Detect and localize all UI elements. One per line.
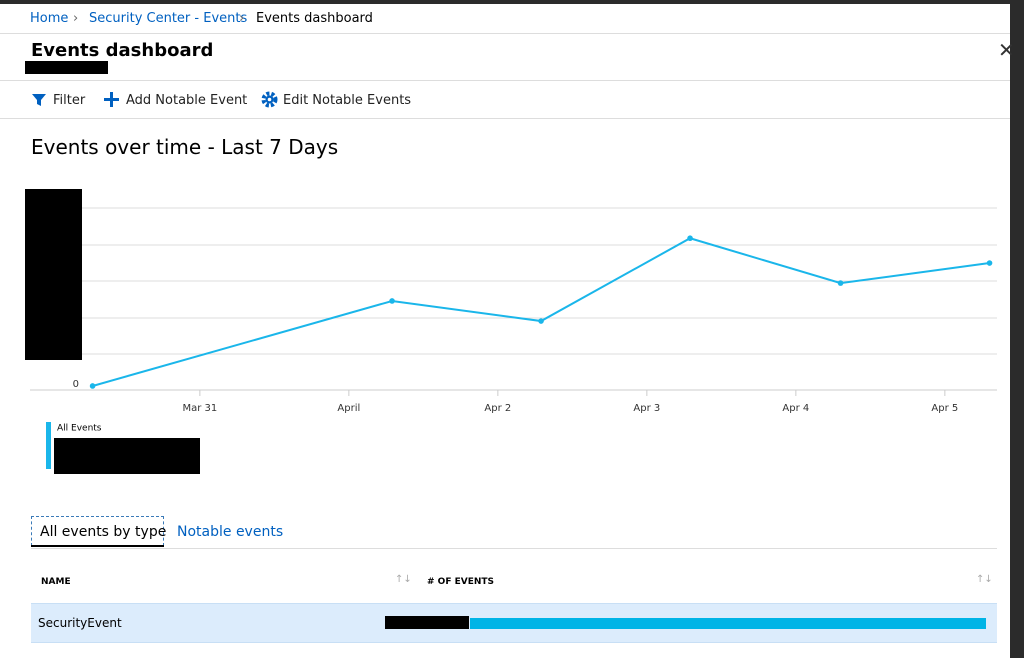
series-line: [92, 237, 990, 387]
toolbar-button[interactable]: Edit Notable Events: [283, 93, 412, 108]
sort-icon[interactable]: ↑↓: [395, 574, 412, 585]
add-icon: [104, 92, 119, 107]
x-tick-label: April: [337, 403, 360, 414]
tab-active[interactable]: All events by type: [40, 524, 167, 540]
x-tick-label: Apr 5: [931, 403, 958, 414]
breadcrumb-link[interactable]: Security Center - Events: [89, 11, 248, 26]
breadcrumb-bar: [0, 0, 1024, 34]
legend-swatch: [46, 422, 51, 469]
cell: SecurityEvent: [38, 616, 122, 630]
legend-label: All Events: [57, 424, 102, 434]
redaction: [25, 189, 82, 360]
gear-icon: [261, 91, 278, 108]
data-point: [986, 260, 993, 266]
data-point: [389, 298, 395, 304]
data-point: [837, 280, 844, 286]
separator: ›: [239, 11, 245, 26]
data-point: [538, 318, 544, 324]
x-tick-label: Apr 2: [484, 403, 511, 414]
close-button[interactable]: ✕: [998, 38, 1015, 62]
blade-title: Events dashboard: [31, 40, 214, 61]
sort-icon[interactable]: ↑↓: [976, 574, 993, 585]
x-tick-label: Apr 4: [782, 403, 809, 414]
divider: [31, 548, 997, 549]
breadcrumb-current: Events dashboard: [256, 11, 373, 26]
tab[interactable]: Notable events: [177, 524, 284, 540]
chart: All Events 0 Mar 31 April Apr 2 Apr 3 Apr 4 Ap…: [25, 189, 997, 474]
x-tick-label: Apr 3: [633, 403, 660, 414]
divider: [0, 118, 1010, 119]
window-edge-top: [0, 0, 1024, 4]
toolbar-button[interactable]: Add Notable Event: [126, 93, 248, 108]
tab-underline: [31, 545, 164, 547]
divider: [0, 80, 1010, 81]
redaction: [25, 61, 108, 74]
redaction: [54, 438, 200, 474]
breadcrumb-link[interactable]: Home: [30, 11, 69, 26]
count-bar: [470, 618, 986, 629]
toolbar-button[interactable]: Filter: [53, 93, 86, 108]
data-point: [89, 383, 96, 389]
filter-icon: [32, 94, 46, 106]
separator: ›: [73, 11, 79, 26]
x-tick-label: Mar 31: [182, 403, 217, 414]
y-tick-label: 0: [73, 379, 79, 390]
chart-title: Events over time - Last 7 Days: [31, 135, 339, 159]
redaction: [385, 616, 469, 629]
data-point: [687, 235, 693, 242]
column-header[interactable]: # OF EVENTS: [427, 577, 495, 587]
column-header[interactable]: NAME: [41, 577, 71, 587]
window-edge: [1010, 0, 1024, 658]
